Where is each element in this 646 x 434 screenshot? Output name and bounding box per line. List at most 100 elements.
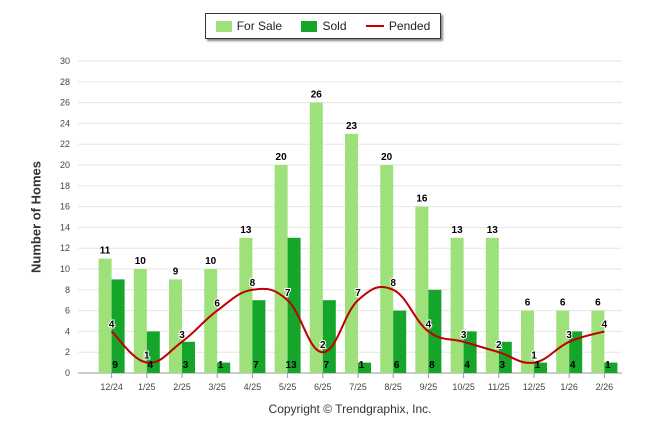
- data-label-for-sale: 10: [135, 256, 147, 267]
- x-tick-label: 10/25: [452, 382, 475, 392]
- y-tick-label: 2: [65, 347, 70, 357]
- y-tick-label: 18: [60, 181, 70, 191]
- data-label-for-sale: 9: [173, 266, 179, 277]
- data-label-pended: 8: [250, 278, 256, 289]
- y-tick-label: 0: [65, 368, 70, 378]
- bar-for-sale: [239, 237, 253, 373]
- data-label-for-sale: 16: [416, 194, 428, 205]
- x-tick-label: 5/25: [279, 382, 297, 392]
- x-tick-label: 1/25: [138, 382, 156, 392]
- data-label-for-sale: 6: [525, 298, 531, 309]
- bar-sold: [217, 362, 231, 373]
- data-label-for-sale: 11: [100, 246, 111, 257]
- data-label-for-sale: 13: [452, 225, 464, 236]
- bar-for-sale: [133, 269, 147, 373]
- bar-for-sale: [485, 237, 499, 373]
- x-tick-label: 11/25: [488, 382, 510, 392]
- bar-for-sale: [450, 237, 464, 373]
- x-tick-label: 3/25: [208, 382, 226, 392]
- data-label-sold: 4: [148, 360, 154, 371]
- data-label-for-sale: 13: [487, 225, 499, 236]
- data-label-pended: 2: [496, 340, 502, 351]
- bar-for-sale: [274, 165, 288, 373]
- x-tick-label: 12/24: [100, 382, 123, 392]
- data-label-sold: 3: [500, 360, 506, 371]
- bar-sold: [428, 289, 442, 373]
- legend-item-for-sale[interactable]: For Sale: [215, 19, 283, 33]
- data-label-sold: 1: [359, 360, 365, 371]
- y-tick-label: 16: [60, 202, 70, 212]
- data-label-for-sale: 26: [311, 90, 323, 101]
- bar-for-sale: [521, 310, 534, 373]
- y-tick-label: 12: [60, 243, 70, 253]
- data-label-sold: 8: [429, 360, 435, 371]
- y-tick-label: 22: [60, 139, 70, 149]
- data-label-pended: 1: [144, 351, 150, 362]
- data-label-sold: 4: [570, 360, 576, 371]
- copyright-text: Copyright © Trendgraphix, Inc.: [268, 402, 432, 416]
- data-label-pended: 3: [566, 330, 572, 341]
- data-label-pended: 4: [426, 319, 432, 330]
- data-label-sold: 1: [218, 360, 224, 371]
- data-label-for-sale: 6: [560, 298, 566, 309]
- data-label-sold: 6: [394, 360, 400, 371]
- legend: For Sale Sold Pended: [205, 13, 441, 39]
- data-label-pended: 4: [109, 319, 115, 330]
- bar-sold: [287, 237, 301, 373]
- legend-label-sold: Sold: [322, 19, 347, 33]
- legend-item-sold[interactable]: Sold: [301, 19, 347, 33]
- legend-label-for-sale: For Sale: [236, 19, 283, 33]
- data-label-pended: 7: [285, 288, 291, 299]
- bar-for-sale: [98, 258, 112, 373]
- x-tick-label: 2/26: [596, 382, 614, 392]
- data-label-sold: 1: [605, 360, 611, 371]
- sold-swatch: [301, 20, 318, 32]
- data-label-for-sale: 10: [205, 256, 217, 267]
- bar-for-sale: [345, 133, 358, 373]
- y-tick-label: 24: [60, 118, 70, 128]
- bar-sold: [569, 331, 583, 373]
- y-tick-label: 30: [60, 56, 70, 66]
- data-label-for-sale: 20: [276, 152, 288, 163]
- bar-sold: [111, 279, 125, 373]
- data-label-for-sale: 23: [346, 121, 358, 132]
- bar-for-sale: [380, 165, 394, 373]
- x-tick-label: 9/25: [420, 382, 438, 392]
- y-tick-label: 28: [60, 77, 70, 87]
- line-pended: [110, 286, 605, 364]
- data-label-pended: 3: [461, 330, 467, 341]
- data-label-pended: 2: [320, 340, 326, 351]
- data-label-sold: 1: [535, 360, 541, 371]
- y-tick-label: 4: [65, 326, 70, 336]
- x-tick-label: 2/25: [173, 382, 191, 392]
- bar-sold: [322, 300, 336, 373]
- y-tick-label: 6: [65, 306, 70, 316]
- y-tick-label: 10: [60, 264, 70, 274]
- x-tick-label: 4/25: [244, 382, 262, 392]
- bar-sold: [604, 362, 618, 373]
- bar-for-sale: [204, 269, 218, 373]
- data-label-pended: 8: [390, 278, 396, 289]
- y-tick-label: 20: [60, 160, 70, 170]
- data-label-for-sale: 6: [595, 298, 601, 309]
- data-label-sold: 7: [324, 360, 330, 371]
- bar-sold: [393, 310, 407, 373]
- bar-for-sale: [169, 279, 182, 373]
- bar-sold: [358, 362, 371, 373]
- data-label-pended: 6: [214, 299, 220, 310]
- x-tick-label: 7/25: [349, 382, 367, 392]
- pended-swatch: [365, 25, 384, 27]
- x-tick-label: 8/25: [384, 382, 402, 392]
- data-label-sold: 7: [253, 360, 259, 371]
- data-label-pended: 3: [179, 330, 185, 341]
- data-label-sold: 3: [183, 360, 189, 371]
- data-label-for-sale: 20: [381, 152, 393, 163]
- y-tick-label: 26: [60, 98, 70, 108]
- bar-for-sale: [591, 310, 605, 373]
- data-label-for-sale: 13: [240, 225, 252, 236]
- legend-item-pended[interactable]: Pended: [365, 19, 430, 33]
- bar-sold: [498, 341, 512, 373]
- y-tick-label: 8: [65, 285, 70, 295]
- data-label-pended: 1: [531, 351, 537, 362]
